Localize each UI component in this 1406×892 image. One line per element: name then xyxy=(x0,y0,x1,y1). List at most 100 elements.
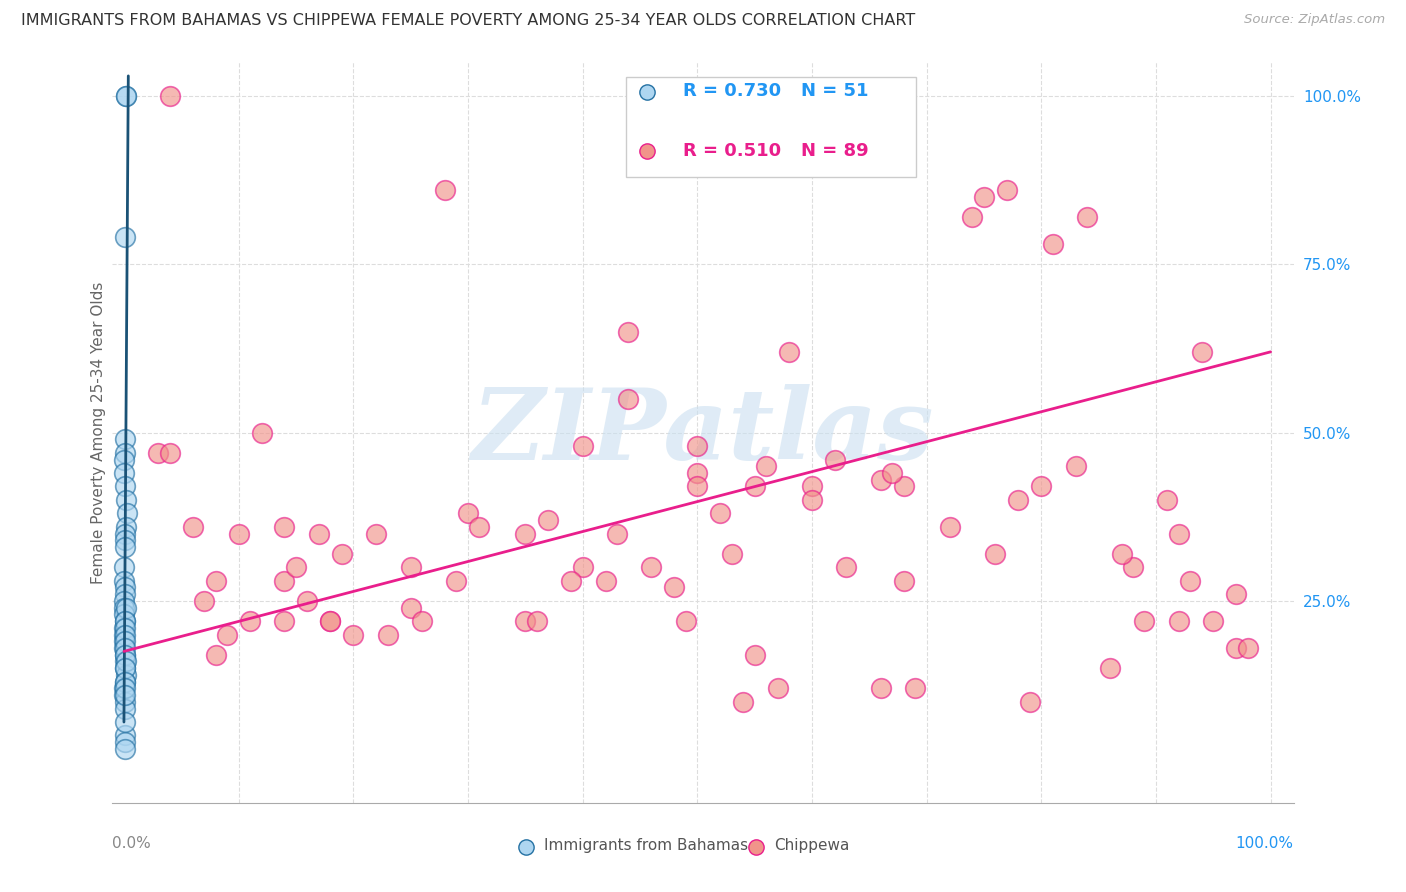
Text: Immigrants from Bahamas: Immigrants from Bahamas xyxy=(544,838,748,853)
Point xyxy=(1167,614,1189,628)
Point xyxy=(114,533,136,548)
Point xyxy=(869,681,891,696)
Point xyxy=(399,600,422,615)
Point xyxy=(686,479,709,493)
Point xyxy=(204,574,226,588)
Point xyxy=(1191,344,1213,359)
Point xyxy=(114,655,136,669)
Point xyxy=(377,627,399,641)
Point xyxy=(319,614,342,628)
Point xyxy=(114,446,136,460)
Point xyxy=(114,742,136,756)
Point xyxy=(159,446,181,460)
Point xyxy=(434,183,457,197)
FancyBboxPatch shape xyxy=(626,78,915,178)
Point xyxy=(112,634,135,648)
Point xyxy=(560,574,582,588)
Point xyxy=(148,446,170,460)
Point xyxy=(869,473,891,487)
Point xyxy=(893,479,915,493)
Point xyxy=(112,607,135,622)
Text: ZIPatlas: ZIPatlas xyxy=(472,384,934,481)
Point xyxy=(115,89,138,103)
Point xyxy=(273,520,295,534)
Point xyxy=(1167,526,1189,541)
Point xyxy=(217,627,239,641)
Text: Chippewa: Chippewa xyxy=(773,838,849,853)
Text: R = 0.730: R = 0.730 xyxy=(683,82,782,101)
Point xyxy=(115,492,138,507)
Point xyxy=(720,547,742,561)
Point xyxy=(284,560,307,574)
Point xyxy=(744,648,766,662)
Point xyxy=(114,581,136,595)
Point xyxy=(112,594,135,608)
Point xyxy=(114,674,136,689)
Point xyxy=(1031,479,1053,493)
Point xyxy=(204,648,226,662)
Text: N = 89: N = 89 xyxy=(801,142,869,160)
Point xyxy=(1042,237,1064,252)
Point xyxy=(1018,695,1040,709)
Point xyxy=(686,439,709,453)
Point xyxy=(330,547,353,561)
Point xyxy=(515,614,537,628)
Y-axis label: Female Poverty Among 25-34 Year Olds: Female Poverty Among 25-34 Year Olds xyxy=(91,282,105,583)
Text: IMMIGRANTS FROM BAHAMAS VS CHIPPEWA FEMALE POVERTY AMONG 25-34 YEAR OLDS CORRELA: IMMIGRANTS FROM BAHAMAS VS CHIPPEWA FEMA… xyxy=(21,13,915,29)
Point xyxy=(112,560,135,574)
Point xyxy=(675,614,697,628)
Point xyxy=(159,89,181,103)
Point xyxy=(114,230,136,244)
Point xyxy=(115,668,138,682)
Point xyxy=(1111,547,1133,561)
Point xyxy=(115,89,138,103)
Point xyxy=(766,681,789,696)
Point xyxy=(115,520,138,534)
Point xyxy=(1180,574,1202,588)
Point xyxy=(1225,640,1247,655)
Point xyxy=(112,452,135,467)
Point xyxy=(893,574,915,588)
Text: 0.0%: 0.0% xyxy=(112,836,152,851)
Text: N = 51: N = 51 xyxy=(801,82,869,101)
Point xyxy=(319,614,342,628)
Point xyxy=(595,574,617,588)
Point xyxy=(640,560,662,574)
Point xyxy=(114,526,136,541)
Point xyxy=(114,681,136,696)
Point xyxy=(1122,560,1144,574)
Point xyxy=(755,459,778,474)
Point xyxy=(1076,211,1098,225)
Point xyxy=(114,540,136,554)
Point xyxy=(114,661,136,675)
Point xyxy=(995,183,1018,197)
Point xyxy=(114,688,136,702)
Point xyxy=(273,574,295,588)
Point xyxy=(228,526,250,541)
Point xyxy=(115,655,138,669)
Point xyxy=(973,190,995,204)
Point xyxy=(744,479,766,493)
Point xyxy=(112,621,135,635)
Point xyxy=(800,479,823,493)
Point xyxy=(114,587,136,601)
Point xyxy=(273,614,295,628)
Point xyxy=(571,560,593,574)
Point xyxy=(1064,459,1087,474)
Point xyxy=(114,674,136,689)
Point xyxy=(114,695,136,709)
Point xyxy=(114,627,136,641)
Point xyxy=(984,547,1007,561)
Point xyxy=(181,520,204,534)
Point xyxy=(537,513,560,527)
Point xyxy=(904,681,927,696)
Point xyxy=(1007,492,1029,507)
Point xyxy=(366,526,388,541)
Point xyxy=(115,600,138,615)
Point xyxy=(193,594,215,608)
Point xyxy=(342,627,364,641)
Point xyxy=(297,594,319,608)
Point xyxy=(114,479,136,493)
Point xyxy=(617,392,640,406)
Point xyxy=(446,574,468,588)
